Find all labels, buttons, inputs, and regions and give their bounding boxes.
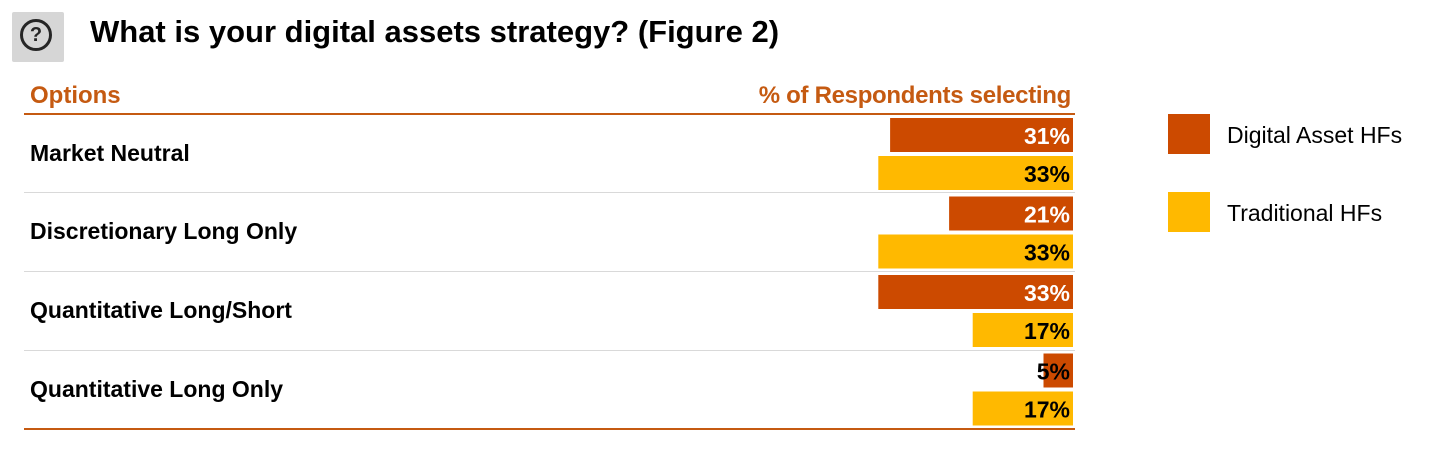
row-divider (24, 271, 1075, 272)
data-label-traditional-2: 17% (1024, 318, 1070, 344)
help-icon-box[interactable]: ? (12, 12, 64, 62)
data-label-digital-2: 33% (1024, 280, 1070, 306)
legend-label-digital: Digital Asset HFs (1227, 122, 1403, 148)
bar-traditional-2 (972, 313, 1073, 347)
data-label-traditional-3: 17% (1024, 397, 1070, 423)
bar-traditional-1 (878, 234, 1073, 269)
legend-swatch-digital (1168, 114, 1210, 154)
data-label-digital-1: 21% (1024, 202, 1070, 228)
legend-swatch-traditional (1168, 192, 1210, 232)
legend-label-traditional: Traditional HFs (1227, 200, 1383, 226)
bar-digital-2 (878, 275, 1073, 309)
row-divider (24, 350, 1075, 351)
bar-digital-3 (1043, 353, 1073, 388)
data-label-traditional-1: 33% (1024, 240, 1070, 266)
question-mark-icon[interactable]: ? (20, 19, 52, 51)
category-label-market-neutral: Market Neutral (30, 140, 190, 166)
bar-digital-1 (949, 196, 1073, 231)
bar-digital-0 (890, 118, 1073, 152)
options-column-header: Options (30, 82, 121, 109)
bar-traditional-0 (878, 156, 1073, 190)
category-label-quantitative-long-only: Quantitative Long Only (30, 376, 284, 402)
data-label-digital-3: 5% (1037, 359, 1070, 385)
data-label-digital-0: 31% (1024, 123, 1070, 149)
bar-traditional-3 (972, 391, 1073, 426)
header-rule (24, 113, 1075, 115)
page-title: What is your digital assets strategy? (F… (90, 14, 780, 49)
data-label-traditional-0: 33% (1024, 161, 1070, 187)
category-label-quantitative-long-short: Quantitative Long/Short (30, 297, 292, 323)
row-divider (24, 192, 1075, 193)
bottom-rule (24, 428, 1075, 430)
percent-column-header: % of Respondents selecting (758, 82, 1072, 109)
category-label-discretionary-long-only: Discretionary Long Only (30, 218, 298, 244)
